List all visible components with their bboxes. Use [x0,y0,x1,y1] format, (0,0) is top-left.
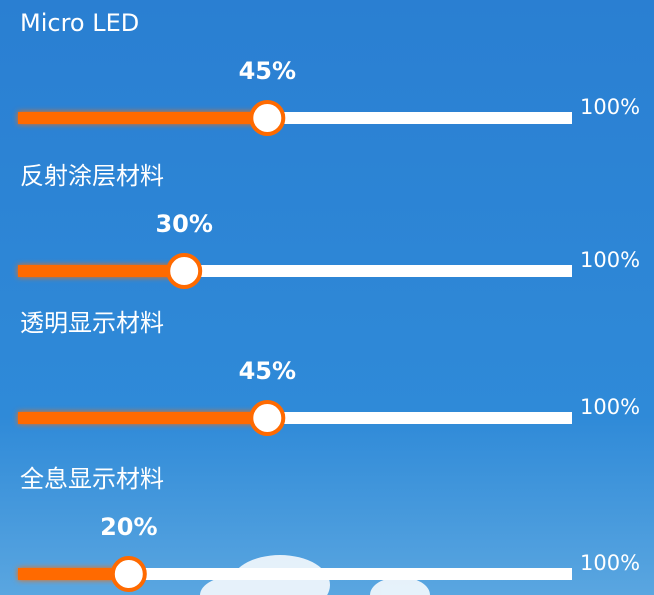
item-label: 透明显示材料 [20,309,164,337]
background [0,0,654,595]
value-label: 20% [100,513,157,541]
value-label: 45% [239,357,296,385]
knob [251,402,283,434]
progress-fill [18,112,267,124]
progress-panel: Micro LED 45% 100% 反射涂层材料 30% 100% 透明显示材料 45% 10… [0,0,654,595]
value-label: 30% [155,210,212,238]
max-label: 100% [580,551,640,575]
max-label: 100% [580,248,640,272]
item-label: Micro LED [20,9,139,37]
progress-fill [18,265,184,277]
max-label: 100% [580,395,640,419]
knob [251,102,283,134]
value-label: 45% [239,57,296,85]
knob [168,255,200,287]
knob [113,558,145,590]
item-label: 全息显示材料 [20,465,164,493]
item-label: 反射涂层材料 [20,162,164,190]
progress-fill [18,412,267,424]
max-label: 100% [580,95,640,119]
